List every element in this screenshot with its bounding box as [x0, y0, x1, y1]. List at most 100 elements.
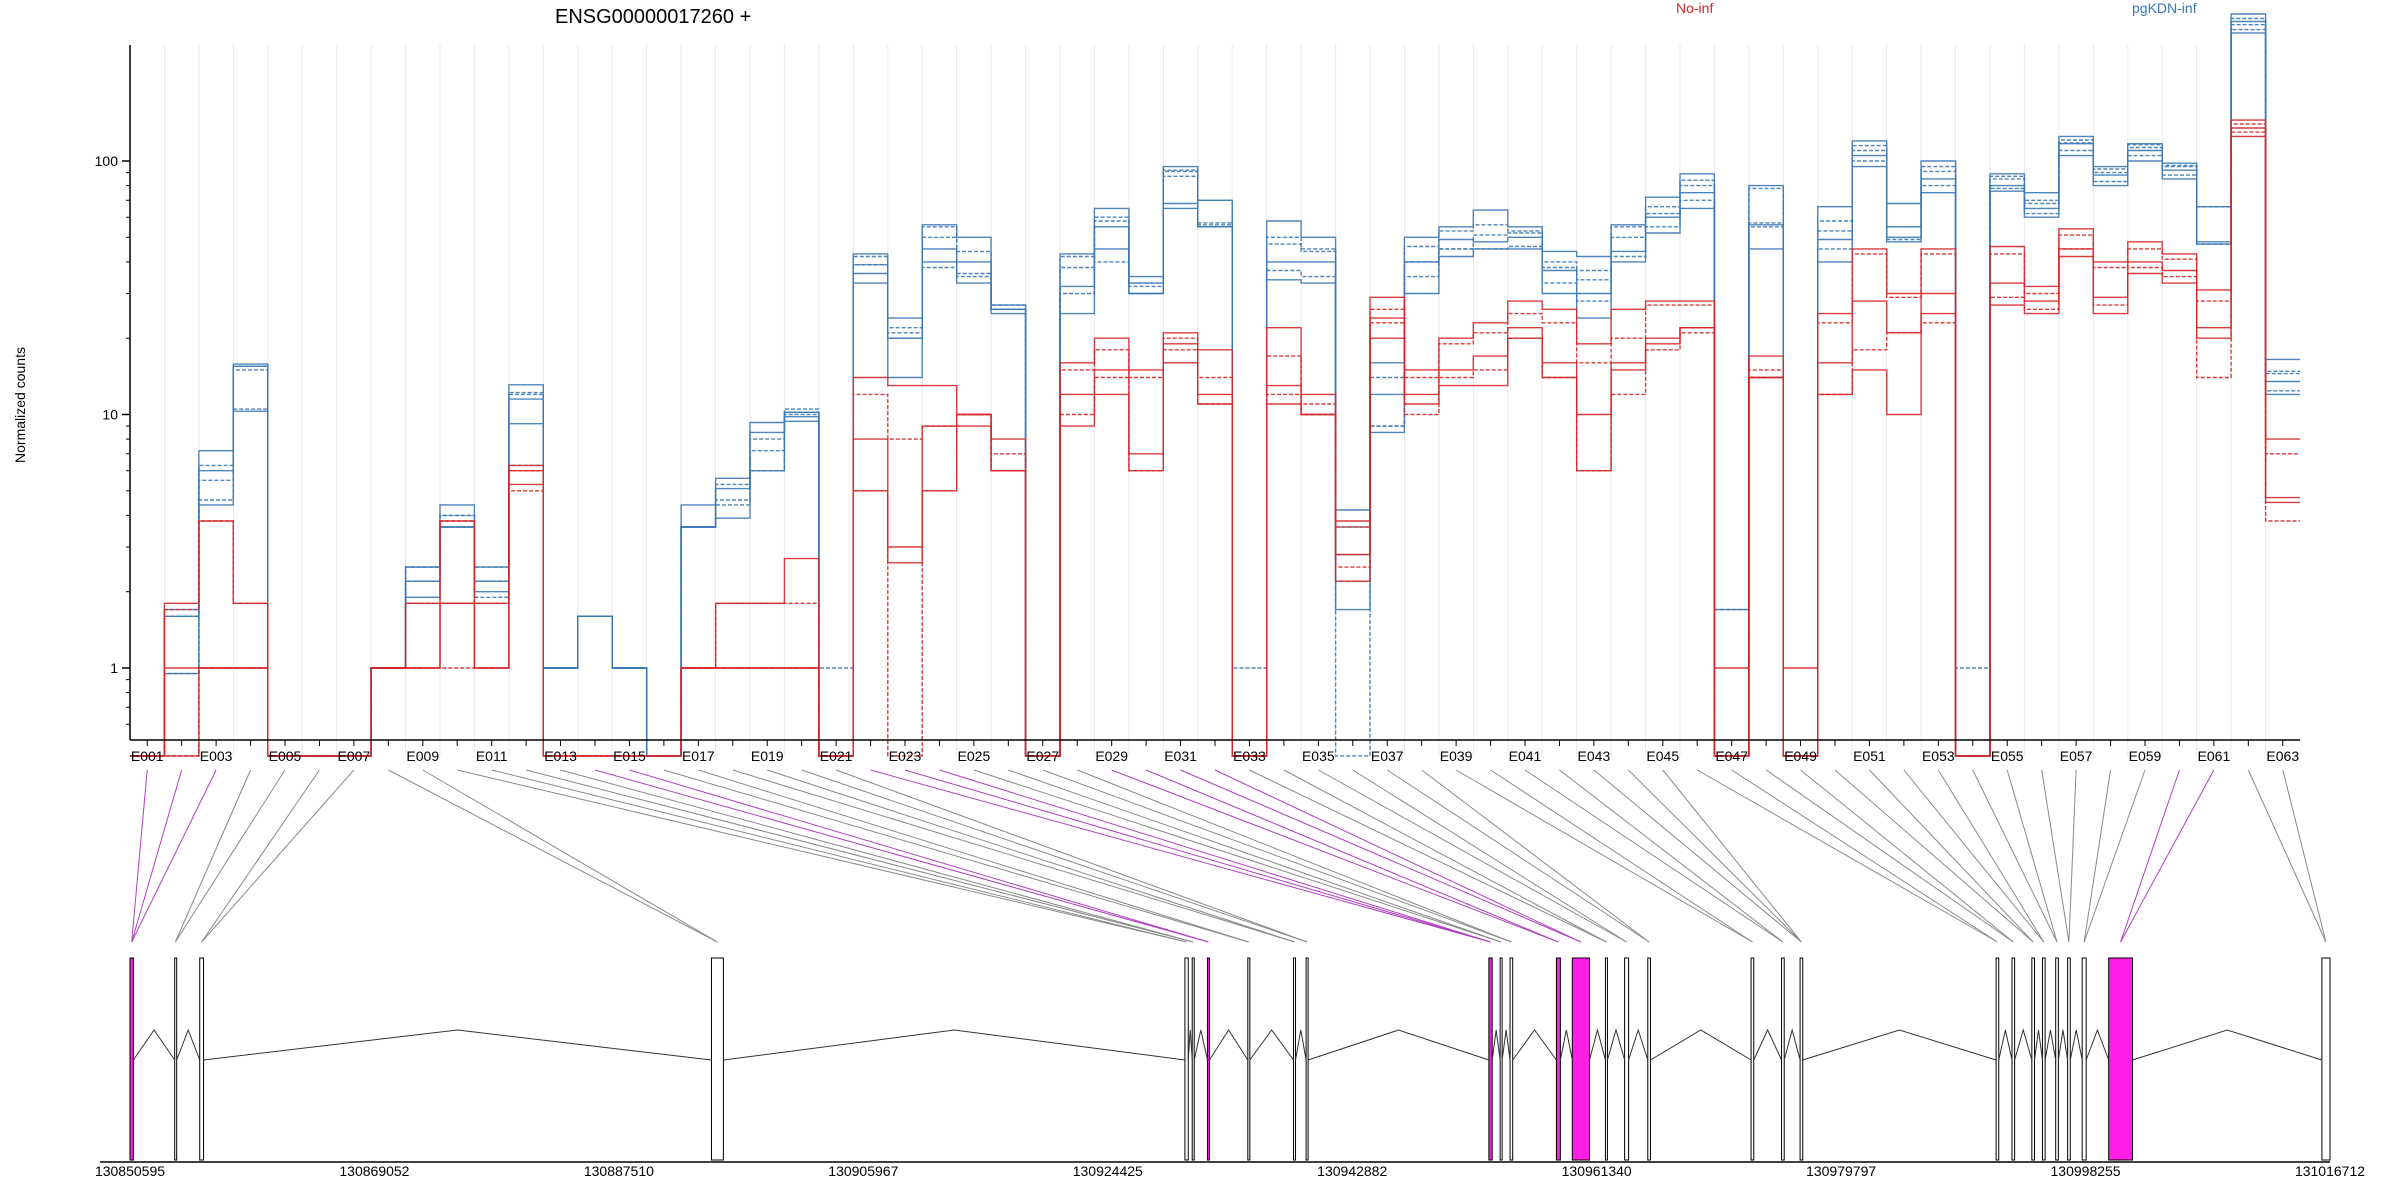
exon-connector	[1352, 769, 1627, 943]
genomic-tick-label: 130887510	[584, 1163, 654, 1179]
x-tick-label: E035	[1302, 748, 1335, 764]
x-tick-label: E055	[1991, 748, 2024, 764]
intron-line	[2085, 1028, 2110, 1061]
genomic-tick-label: 130961340	[1562, 1163, 1632, 1179]
x-tick-label: E031	[1164, 748, 1197, 764]
x-tick-label: E061	[2198, 748, 2231, 764]
exon-connector	[1731, 769, 1998, 943]
intron-line	[723, 1029, 1185, 1061]
x-tick-label: E043	[1578, 748, 1611, 764]
exon-block	[129, 957, 134, 1161]
x-tick-label: E019	[751, 748, 784, 764]
intron-line	[2057, 1029, 2069, 1061]
intron-line	[1491, 1029, 1501, 1061]
exon-connector	[491, 769, 1187, 943]
exon-connector	[1524, 769, 1784, 943]
x-tick-label: E025	[958, 748, 991, 764]
x-tick-label: E033	[1233, 748, 1266, 764]
x-tick-label: E059	[2129, 748, 2162, 764]
x-tick-label: E001	[131, 748, 164, 764]
exon-block	[1781, 957, 1785, 1161]
exon-connector	[1077, 769, 1512, 943]
exon-connector	[2068, 769, 2077, 943]
series-line-no-inf	[130, 127, 2300, 757]
exon-connector	[1937, 769, 2045, 943]
genomic-tick-label: 130850595	[95, 1163, 165, 1179]
exon-connector	[732, 769, 1295, 943]
x-tick-label: E013	[544, 748, 577, 764]
genomic-tick-label: 131016712	[2295, 1163, 2365, 1179]
genomic-tick-label: 130998255	[2051, 1163, 2121, 1179]
exon-block	[1995, 957, 2000, 1161]
intron-line	[2044, 1029, 2057, 1061]
x-tick-label: E021	[820, 748, 853, 764]
exon-connector	[2282, 769, 2327, 943]
y-tick-label: 10	[102, 407, 118, 423]
exon-block	[174, 957, 178, 1161]
x-tick-label: E051	[1853, 748, 1886, 764]
intron-line	[1295, 1029, 1307, 1061]
exon-connector	[698, 769, 1249, 943]
exon-connector	[388, 769, 718, 943]
plot-axes: 1 10 100 E001 E003 E005 E007 E009 E011 E013 E015 E0…	[95, 45, 2300, 764]
intron-line	[1998, 1029, 2013, 1061]
x-tick-label: E009	[406, 748, 439, 764]
exon-block	[1247, 957, 1251, 1161]
exon-connector	[1800, 769, 2014, 943]
exon-connector	[131, 769, 148, 943]
exon-connector	[1111, 769, 1559, 943]
exon-connector	[457, 769, 1187, 943]
exon-block	[2081, 957, 2087, 1161]
exon-connector	[1627, 769, 1802, 943]
y-axis-label: Normalized counts	[12, 347, 28, 463]
intron-line	[1193, 1029, 1208, 1061]
exon-block	[199, 957, 205, 1161]
genomic-tick-label: 130924425	[1073, 1163, 1143, 1179]
exon-connector	[201, 769, 320, 943]
exon-connector	[1696, 769, 1998, 943]
series-line-no-inf	[130, 135, 2300, 757]
intron-line	[1589, 1028, 1606, 1061]
series-line-no-inf	[130, 131, 2300, 757]
exon-connector	[1903, 769, 2045, 943]
exon-block	[1206, 957, 1210, 1161]
exon-connector	[629, 769, 1209, 943]
intron-line	[2069, 1029, 2083, 1061]
legend-pgkdn-inf: pgKDN-inf	[2132, 0, 2197, 16]
intron-line	[1606, 1028, 1626, 1061]
intron-line	[176, 1028, 201, 1061]
exon-connector	[767, 769, 1295, 943]
y-tick-label: 100	[95, 153, 119, 169]
intron-line	[1559, 1029, 1573, 1061]
exon-connector	[1042, 769, 1512, 943]
exon-connector	[594, 769, 1209, 943]
exon-connector	[904, 769, 1491, 943]
exon-connector	[2247, 769, 2327, 943]
exon-connector	[1869, 769, 2034, 943]
exon-block	[2011, 957, 2016, 1161]
exon-connector	[2083, 769, 2112, 943]
exon-connector	[174, 769, 286, 943]
x-tick-label: E011	[476, 748, 508, 764]
x-tick-label: E053	[1922, 748, 1955, 764]
x-tick-label: E041	[1509, 748, 1542, 764]
intron-line	[132, 1029, 176, 1061]
exon-connector	[2083, 769, 2146, 943]
series-line-pgkdn-inf	[130, 28, 2300, 757]
exon-block	[2108, 957, 2134, 1161]
genomic-tick-label: 130942882	[1317, 1163, 1387, 1179]
exon-connector	[2041, 769, 2070, 943]
genomic-axis: 130850595 130869052 130887510 130905967 1309…	[95, 1161, 2365, 1179]
exon-connector	[1490, 769, 1753, 943]
exon-block	[1750, 957, 1755, 1161]
gene-model-track	[129, 957, 2331, 1161]
exon-block	[1624, 957, 1630, 1161]
x-tick-label: E037	[1371, 748, 1404, 764]
exon-connector	[131, 769, 183, 943]
exon-connector	[525, 769, 1194, 943]
exon-block	[1184, 957, 1189, 1161]
exon-connector	[1318, 769, 1627, 943]
exon-connector	[1249, 769, 1607, 943]
x-tick-label: E029	[1095, 748, 1128, 764]
intron-line	[1307, 1029, 1490, 1061]
